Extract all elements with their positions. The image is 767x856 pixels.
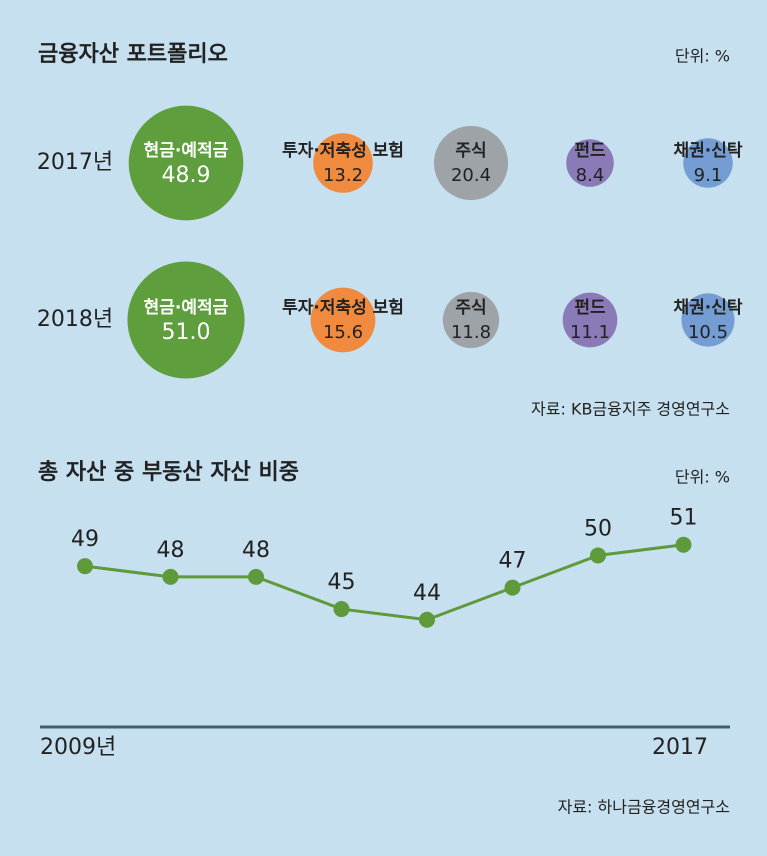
line — [84, 543, 684, 622]
value-label: 48.9 — [162, 163, 211, 188]
unit-label: 단위: % — [675, 468, 730, 487]
category-label: 투자·저축성 보험 — [282, 140, 404, 161]
category-label: 주식 — [455, 141, 486, 161]
category-label: 채권·신탁 — [673, 141, 742, 161]
x-tick-label: 2017 — [652, 735, 708, 760]
source: 자료: 하나금융경영연구소 — [558, 798, 730, 817]
value-label: 47 — [499, 549, 527, 574]
bubble — [313, 133, 373, 193]
value-label: 49 — [71, 527, 99, 552]
bubble — [128, 105, 244, 221]
category-label: 현금·예적금 — [144, 298, 229, 318]
value-label: 48 — [157, 538, 185, 563]
source: 자료: KB금융지주 경영연구소 — [531, 400, 730, 419]
bubble — [442, 291, 500, 349]
value-label: 20.4 — [451, 165, 491, 186]
bubble — [127, 261, 245, 379]
value-label: 15.6 — [323, 322, 363, 343]
category-label: 투자·저축성 보험 — [282, 297, 404, 318]
x-tick-label: 2009년 — [40, 735, 116, 760]
value-label: 11.1 — [570, 322, 610, 343]
point — [590, 547, 606, 564]
value-label: 10.5 — [688, 322, 728, 343]
chart-title: 금융자산 포트폴리오 — [38, 42, 228, 67]
row-label: 2018년 — [37, 307, 113, 332]
point — [419, 611, 435, 628]
chart-title: 총 자산 중 부동산 자산 비중 — [38, 460, 299, 485]
point — [77, 558, 93, 575]
value-label: 13.2 — [323, 165, 363, 186]
value-label: 9.1 — [694, 165, 723, 186]
unit-label: 단위: % — [675, 47, 730, 66]
category-label: 펀드 — [574, 141, 606, 161]
value-label: 51 — [670, 506, 698, 531]
category-label: 현금·예적금 — [144, 141, 229, 161]
value-label: 51.0 — [162, 320, 211, 345]
bubble — [433, 125, 509, 201]
value-label: 45 — [328, 570, 356, 595]
category-label: 펀드 — [574, 298, 606, 318]
point — [333, 601, 350, 618]
row-label: 2017년 — [37, 150, 113, 175]
bubble — [566, 139, 614, 187]
bubble — [562, 292, 618, 348]
bubble — [683, 138, 733, 188]
bubble — [681, 293, 735, 347]
point — [162, 568, 179, 585]
point — [675, 536, 692, 553]
value-label: 8.4 — [576, 165, 605, 186]
value-label: 50 — [584, 516, 612, 541]
bubble — [310, 287, 376, 353]
category-label: 주식 — [455, 298, 486, 318]
value-label: 11.8 — [451, 322, 491, 343]
category-label: 채권·신탁 — [673, 298, 742, 318]
value-label: 44 — [413, 581, 441, 606]
point — [248, 568, 264, 585]
value-label: 48 — [242, 538, 270, 563]
point — [504, 579, 521, 596]
